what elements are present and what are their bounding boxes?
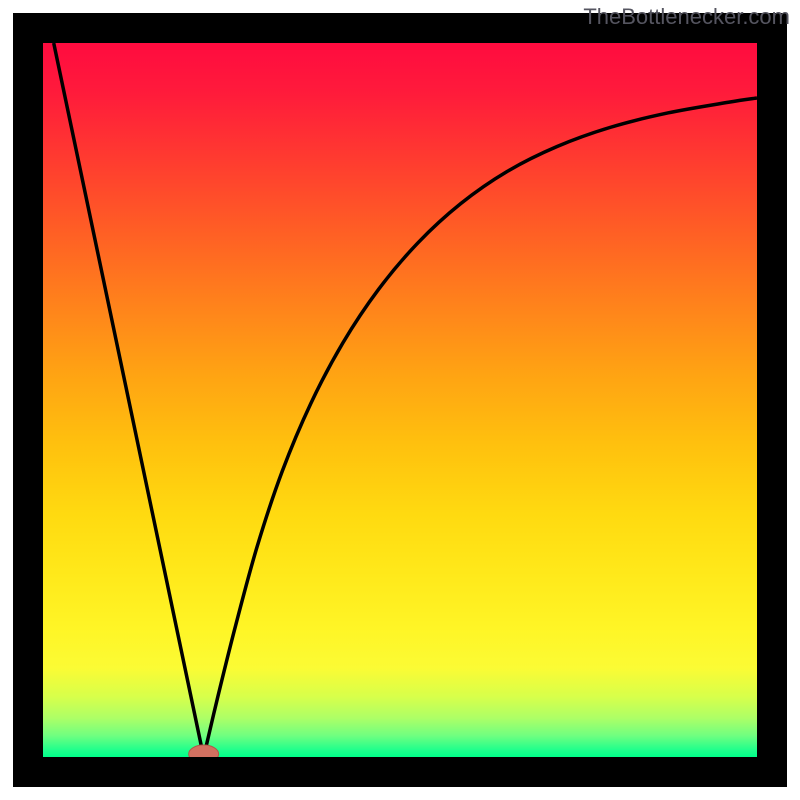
bottleneck-chart: TheBottlenecker.com <box>0 0 800 800</box>
chart-svg <box>0 0 800 800</box>
watermark-text: TheBottlenecker.com <box>583 4 790 30</box>
gradient-background <box>43 43 757 757</box>
